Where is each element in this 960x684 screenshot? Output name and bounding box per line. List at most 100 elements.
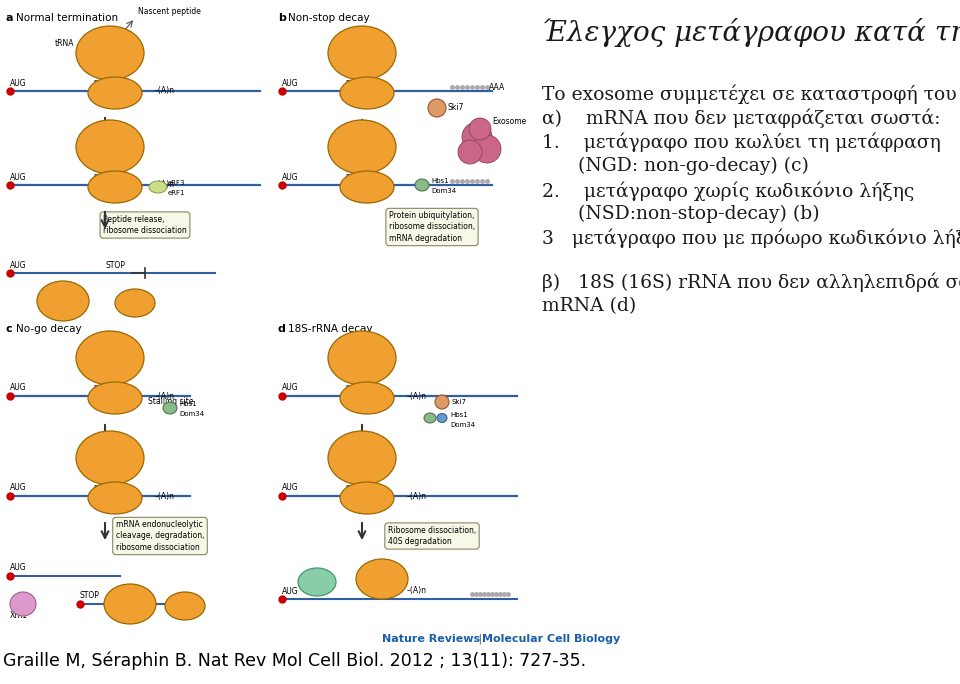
Text: AUG: AUG [10, 79, 27, 88]
Ellipse shape [328, 431, 396, 485]
Text: c: c [6, 324, 12, 334]
Text: P: P [105, 385, 109, 391]
Text: –(A)n: –(A)n [407, 492, 427, 501]
Ellipse shape [415, 179, 429, 191]
Ellipse shape [104, 584, 156, 624]
Text: –(A)n: –(A)n [125, 592, 145, 601]
Ellipse shape [437, 414, 447, 423]
Text: X: X [105, 383, 112, 393]
Text: d: d [278, 324, 286, 334]
Text: AUG: AUG [10, 172, 27, 181]
Text: Hbs1: Hbs1 [431, 178, 448, 184]
Text: E: E [94, 485, 98, 491]
Text: Ski7: Ski7 [452, 399, 467, 405]
Text: E: E [346, 80, 350, 86]
Text: No-go decay: No-go decay [16, 324, 82, 334]
Ellipse shape [10, 592, 36, 616]
Text: A: A [115, 485, 120, 491]
Text: –(A)n: –(A)n [340, 86, 360, 96]
Text: Το exosome συμμετέχει σε καταστροφή του: Το exosome συμμετέχει σε καταστροφή του [542, 85, 956, 105]
Text: eRF3: eRF3 [168, 180, 185, 186]
Text: 60S: 60S [100, 140, 116, 150]
Text: 40S: 40S [127, 298, 143, 308]
Text: 2.    μετάγραφο χωρίς κωδικόνιο λήξης: 2. μετάγραφο χωρίς κωδικόνιο λήξης [542, 181, 914, 200]
Text: α)    mRNA που δεν μεταφράζεται σωστά:: α) mRNA που δεν μεταφράζεται σωστά: [542, 109, 941, 129]
Text: 40S: 40S [309, 577, 324, 586]
Text: E: E [346, 385, 350, 391]
Ellipse shape [163, 402, 177, 414]
Ellipse shape [328, 120, 396, 174]
Text: 40S: 40S [357, 493, 372, 503]
Text: mRNA endonucleolytic
cleavage, degradation,
ribosome dissociation: mRNA endonucleolytic cleavage, degradati… [116, 521, 204, 551]
Text: Graille M, Séraphin B. Nat Rev Mol Cell Biol. 2012 ; 13(11): 727-35.: Graille M, Séraphin B. Nat Rev Mol Cell … [3, 651, 587, 670]
Text: A: A [368, 80, 372, 86]
Text: E: E [94, 174, 98, 180]
Ellipse shape [76, 331, 144, 385]
Text: 40S: 40S [357, 88, 372, 98]
Ellipse shape [328, 331, 396, 385]
Text: AUG: AUG [282, 484, 299, 492]
Text: STOP: STOP [118, 391, 138, 401]
Text: A: A [368, 174, 372, 180]
Text: (NSD:non-stop-decay) (b): (NSD:non-stop-decay) (b) [542, 205, 820, 223]
Ellipse shape [328, 26, 396, 80]
Ellipse shape [149, 181, 167, 193]
Text: Molecular Cell Biology: Molecular Cell Biology [482, 634, 620, 644]
Text: STOP: STOP [122, 181, 142, 189]
Text: 60S: 60S [55, 296, 71, 306]
Ellipse shape [469, 118, 491, 140]
Text: 40S: 40S [105, 393, 119, 402]
Text: –(A)n: –(A)n [340, 181, 360, 189]
Text: –(A)n: –(A)n [407, 586, 427, 596]
Text: AUG: AUG [282, 586, 299, 596]
Ellipse shape [428, 99, 446, 117]
Text: Hbs1: Hbs1 [450, 412, 468, 418]
Text: |: | [474, 634, 486, 644]
Text: 40S: 40S [105, 493, 119, 503]
Text: tRNA: tRNA [55, 38, 75, 47]
Text: 60S: 60S [352, 352, 368, 360]
Ellipse shape [76, 431, 144, 485]
Ellipse shape [458, 140, 482, 164]
Ellipse shape [340, 382, 394, 414]
Text: a: a [6, 13, 13, 23]
Text: Hbs1: Hbs1 [179, 401, 197, 407]
Text: E: E [94, 80, 98, 86]
Ellipse shape [88, 382, 142, 414]
Text: AUG: AUG [10, 384, 27, 393]
Text: E: E [346, 485, 350, 491]
Text: –(A)n: –(A)n [155, 492, 175, 501]
Text: Nature Reviews: Nature Reviews [382, 634, 480, 644]
Text: mRNA (d): mRNA (d) [542, 297, 636, 315]
Text: P: P [357, 385, 361, 391]
Text: P: P [357, 485, 361, 491]
Ellipse shape [340, 77, 394, 109]
Text: AUG: AUG [282, 384, 299, 393]
Text: Ski7: Ski7 [448, 103, 465, 112]
Text: Έλεγχος μετάγραφου κατά τη μετάφραση: Έλεγχος μετάγραφου κατά τη μετάφραση [542, 18, 960, 47]
Text: 40S: 40S [105, 183, 119, 192]
Text: –(A)n: –(A)n [155, 181, 175, 189]
Text: β)   18S (16S) rRNA που δεν αλληλεπιδρά σωστά με το: β) 18S (16S) rRNA που δεν αλληλεπιδρά σω… [542, 273, 960, 293]
Text: STOP: STOP [118, 492, 138, 501]
Text: –(A)n: –(A)n [407, 391, 427, 401]
Text: 60S: 60S [122, 599, 138, 609]
Text: 3   μετάγραφο που με πρόωρο κωδικόνιο λήξης: 3 μετάγραφο που με πρόωρο κωδικόνιο λήξη… [542, 229, 960, 248]
Text: A: A [115, 174, 120, 180]
Text: Dom34: Dom34 [431, 188, 456, 194]
Text: –(A)n: –(A)n [155, 391, 175, 401]
Text: P: P [105, 174, 109, 180]
Text: P: P [357, 174, 361, 180]
Text: Exosome: Exosome [492, 118, 526, 127]
Text: Nascent peptide: Nascent peptide [138, 7, 201, 16]
Ellipse shape [88, 171, 142, 203]
Ellipse shape [340, 482, 394, 514]
Text: 60S: 60S [100, 47, 116, 55]
Text: AUG: AUG [282, 79, 299, 88]
Text: 60S: 60S [352, 47, 368, 55]
Text: STOP: STOP [80, 592, 100, 601]
Text: 40S: 40S [178, 601, 193, 611]
Text: –(A)n: –(A)n [155, 86, 175, 96]
Ellipse shape [165, 592, 205, 620]
Text: AUG: AUG [10, 484, 27, 492]
